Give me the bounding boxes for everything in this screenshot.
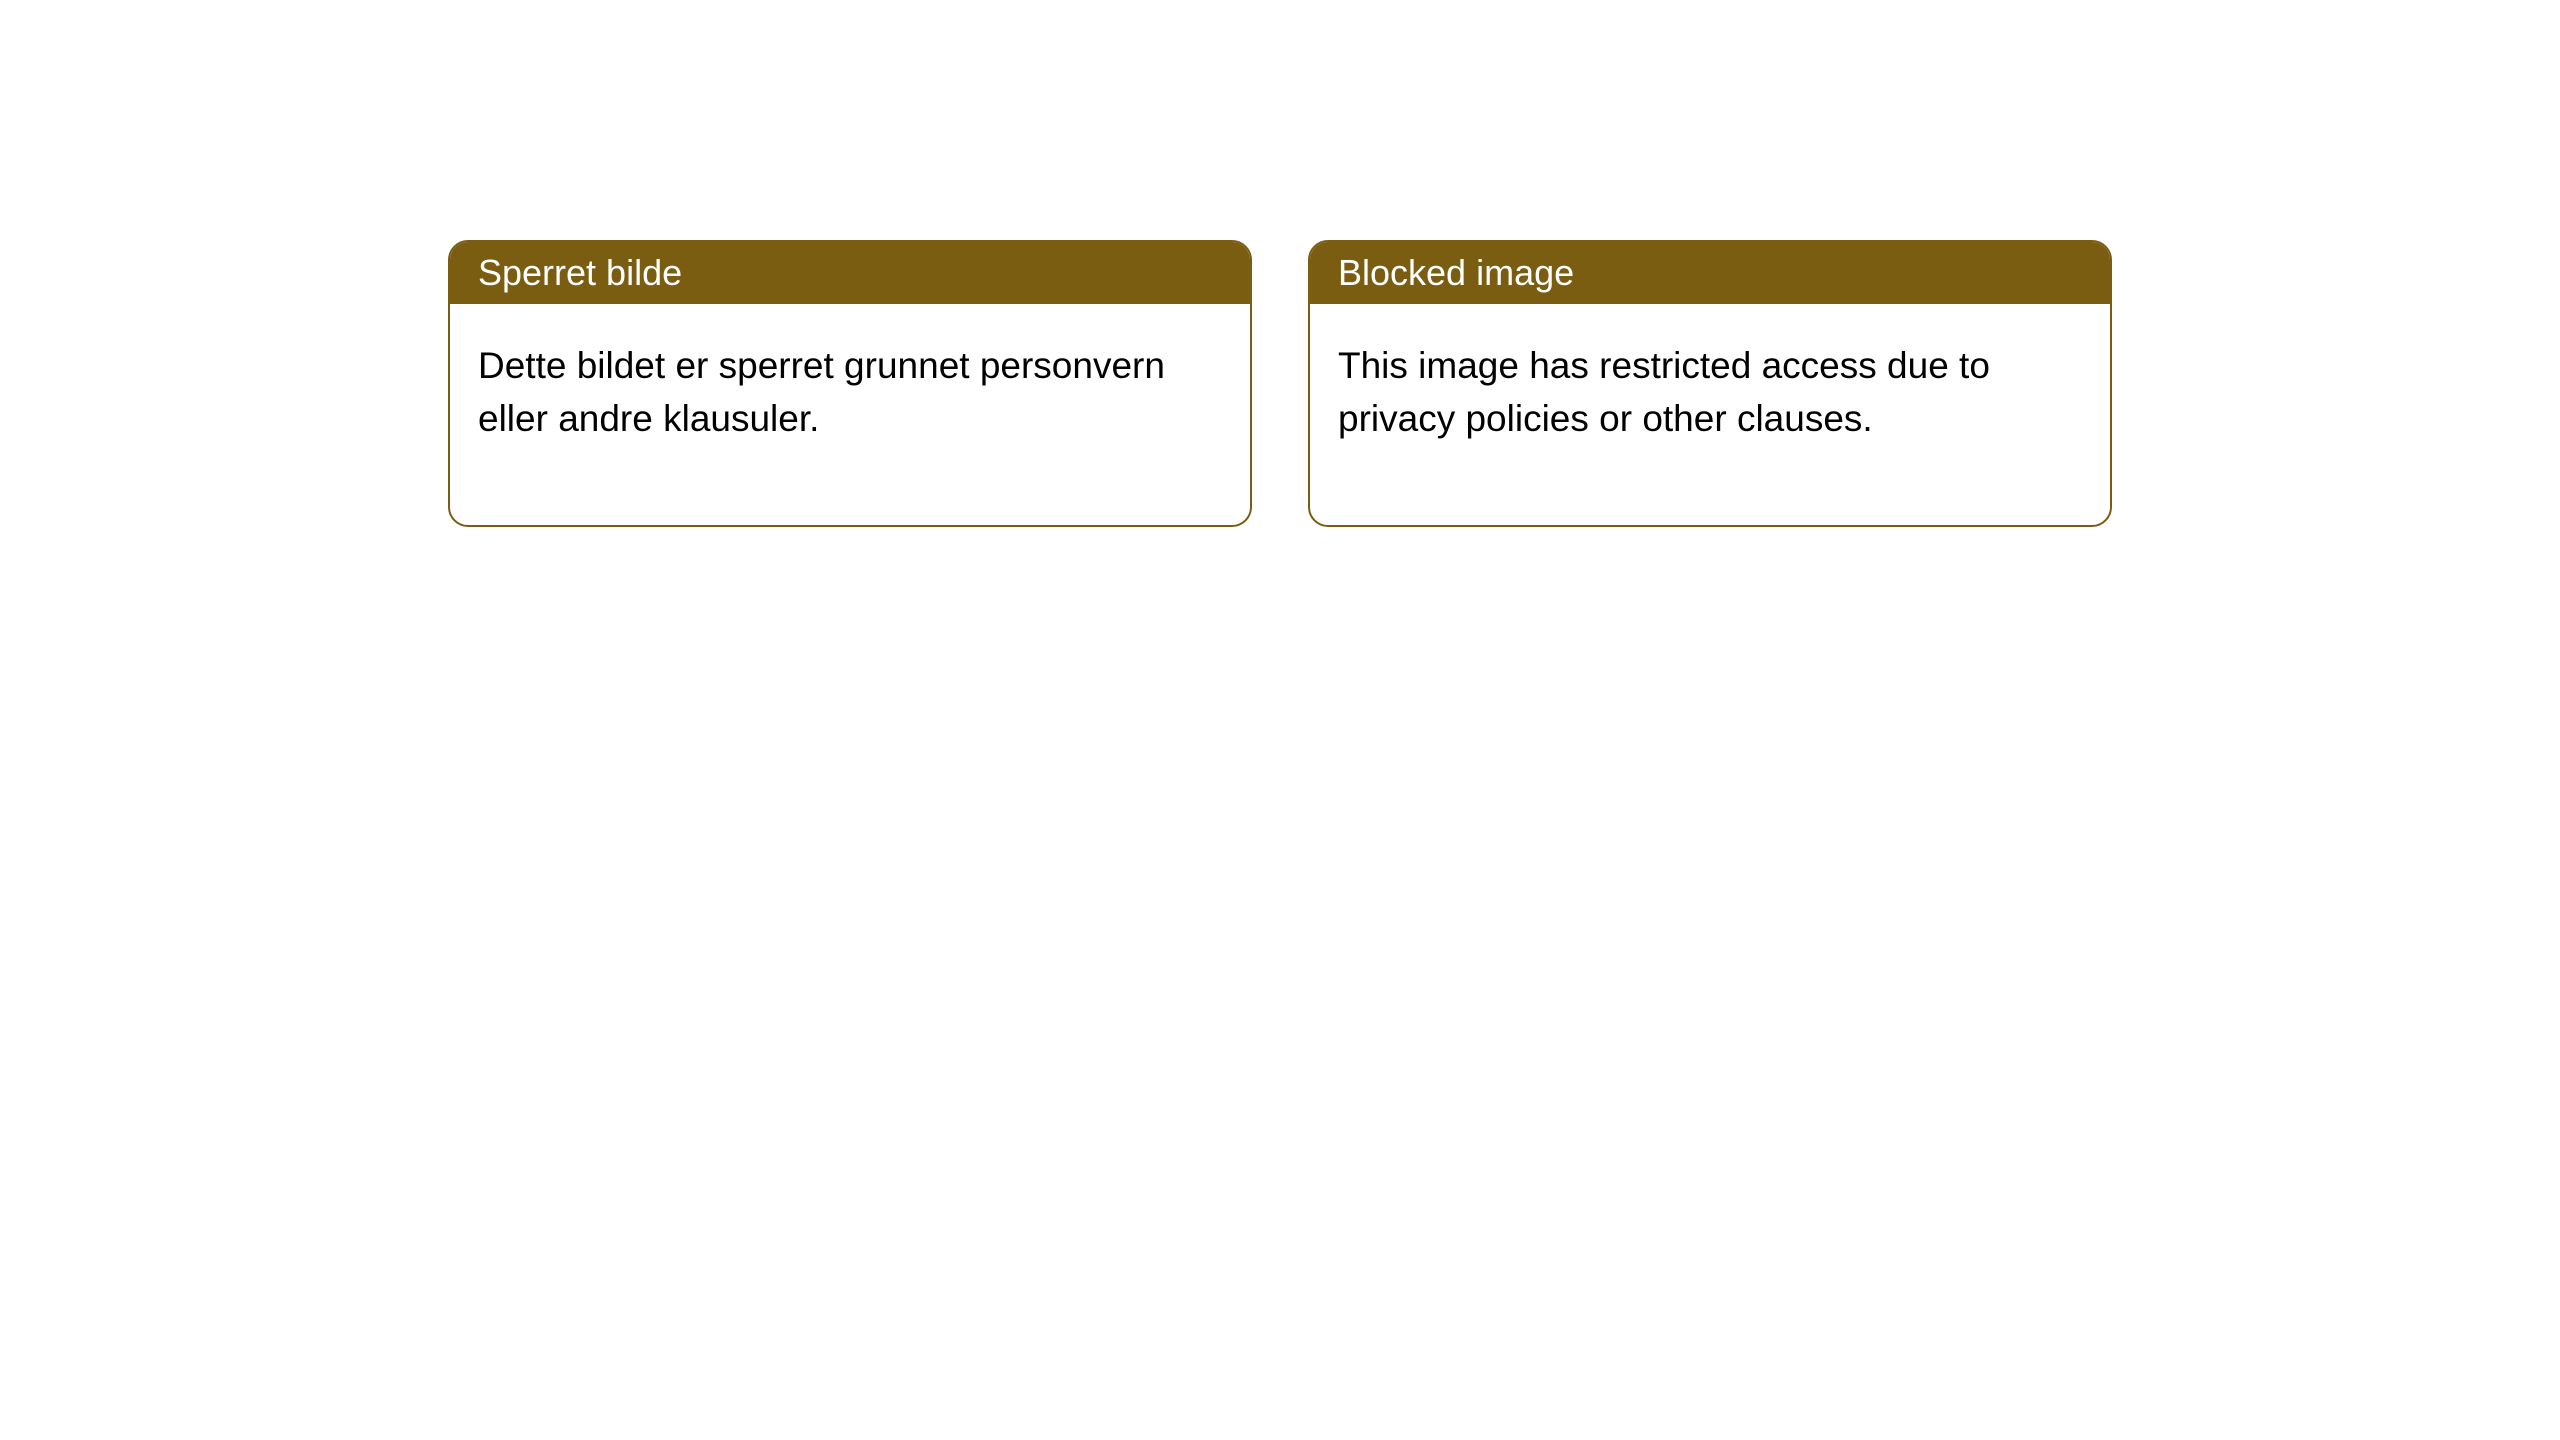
notice-card-english: Blocked image This image has restricted … [1308, 240, 2112, 527]
notice-card-norwegian: Sperret bilde Dette bildet er sperret gr… [448, 240, 1252, 527]
card-body-english: This image has restricted access due to … [1310, 304, 2110, 525]
card-body-norwegian: Dette bildet er sperret grunnet personve… [450, 304, 1250, 525]
notice-cards-container: Sperret bilde Dette bildet er sperret gr… [448, 240, 2112, 527]
card-header-norwegian: Sperret bilde [450, 242, 1250, 304]
card-header-english: Blocked image [1310, 242, 2110, 304]
